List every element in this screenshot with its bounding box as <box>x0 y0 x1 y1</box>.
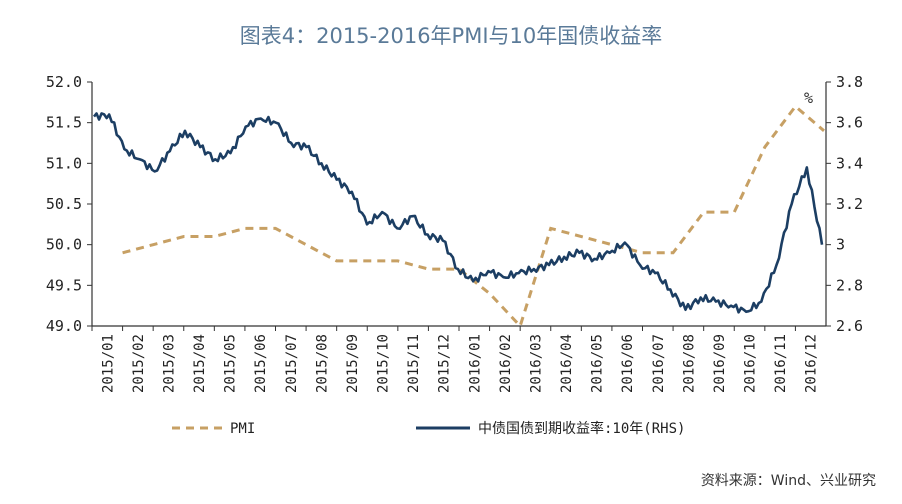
x-tick-label: 2015/03 <box>161 334 177 393</box>
left-tick-label: 50.5 <box>46 195 82 213</box>
source-note: 资料来源：Wind、兴业研究 <box>700 473 876 489</box>
x-tick-label: 2015/06 <box>253 334 269 393</box>
pmi-line <box>122 104 825 329</box>
x-tick-label: 2015/02 <box>131 334 147 393</box>
left-tick-label: 52.0 <box>46 73 82 91</box>
right-tick-label: 2.6 <box>836 317 863 335</box>
left-tick-label: 51.0 <box>46 154 82 172</box>
x-tick-label: 2016/09 <box>712 334 728 393</box>
right-tick-label: 2.8 <box>836 276 863 294</box>
yield-line <box>92 112 824 314</box>
right-tick-label: 3.6 <box>836 114 863 132</box>
right-tick-label: 3 <box>836 236 845 254</box>
x-tick-label: 2016/04 <box>559 334 575 393</box>
x-tick-label: 2015/04 <box>192 334 208 393</box>
x-tick-label: 2016/10 <box>743 334 759 393</box>
x-tick-label: 2015/07 <box>284 334 300 393</box>
x-tick-label: 2016/05 <box>590 334 606 393</box>
x-tick-label: 2016/08 <box>681 334 697 393</box>
x-tick-label: 2016/01 <box>467 334 483 393</box>
right-tick-label: 3.4 <box>836 154 863 172</box>
x-tick-label: 2015/10 <box>376 334 392 393</box>
right-axis-unit: % <box>804 89 813 107</box>
x-tick-label: 2015/11 <box>406 334 422 393</box>
x-tick-label: 2016/02 <box>498 334 514 393</box>
x-tick-label: 2015/12 <box>437 334 453 393</box>
x-tick-label: 2016/06 <box>620 334 636 393</box>
left-tick-label: 51.5 <box>46 114 82 132</box>
legend-pmi-label: PMI <box>230 421 255 437</box>
right-tick-label: 3.2 <box>836 195 863 213</box>
x-tick-label: 2015/01 <box>100 334 116 393</box>
x-tick-label: 2016/12 <box>804 334 820 393</box>
x-tick-label: 2016/07 <box>651 334 667 393</box>
left-tick-label: 50.0 <box>46 236 82 254</box>
legend-yield-label: 中债国债到期收益率:10年(RHS) <box>478 420 685 437</box>
x-tick-label: 2015/08 <box>314 334 330 393</box>
x-tick-label: 2016/11 <box>773 334 789 393</box>
x-tick-label: 2016/03 <box>528 334 544 393</box>
x-tick-label: 2015/09 <box>345 334 361 393</box>
chart-title: 图表4：2015-2016年PMI与10年国债收益率 <box>239 24 663 48</box>
right-tick-label: 3.8 <box>836 73 863 91</box>
left-tick-label: 49.0 <box>46 317 82 335</box>
x-tick-label: 2015/05 <box>223 334 239 393</box>
left-tick-label: 49.5 <box>46 276 82 294</box>
